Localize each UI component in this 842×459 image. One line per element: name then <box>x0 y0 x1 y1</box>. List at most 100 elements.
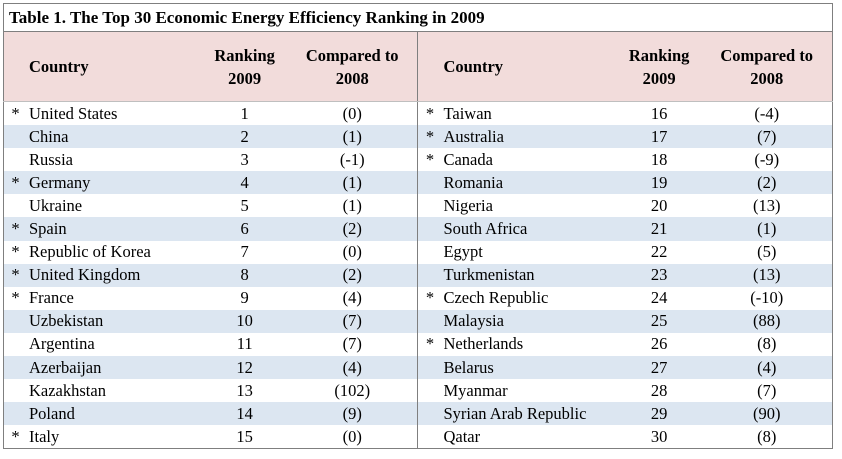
row-compared-right: (5) <box>701 240 834 264</box>
row-marker-right: * <box>417 148 442 172</box>
row-marker-right: * <box>417 125 442 149</box>
row-marker-left: * <box>2 217 27 241</box>
row-compared-left: (9) <box>286 402 418 426</box>
row-compared-right: (4) <box>701 356 834 380</box>
row-compared-right: (8) <box>701 332 834 357</box>
row-marker-left: * <box>2 263 27 287</box>
row-marker-left: * <box>2 286 27 310</box>
table-body: * United States 1 (0) * Taiwan 16 (-4) China 2 (1)… <box>2 101 834 450</box>
row-country-left: Uzbekistan <box>26 309 203 333</box>
row-marker-right: * <box>417 332 442 357</box>
table-caption: Table 1. The Top 30 Economic Energy Effi… <box>3 3 833 31</box>
table-row: Argentina 11 (7) * Netherlands 26 (8) <box>2 332 834 357</box>
row-compared-left: (1) <box>286 171 418 195</box>
row-rank-left: 7 <box>240 242 249 262</box>
row-country-left: Republic of Korea <box>28 242 151 262</box>
row-rank-right: 16 <box>650 103 668 123</box>
table-row: * United Kingdom 8 (2) Turkmenistan 23 (13) <box>2 263 834 287</box>
header-ranking-left-line1: Ranking <box>214 45 275 65</box>
row-rank-left: 9 <box>240 288 249 308</box>
table-row: Kazakhstan 13 (102) Myanmar 28 (7) <box>2 379 834 403</box>
row-rank-right: 26 <box>650 334 668 354</box>
table-header-row: Country Ranking 2009 Compared to 2008 Co… <box>2 31 834 102</box>
header-ranking-right-line1: Ranking <box>628 45 690 65</box>
row-rank-left: 1 <box>240 103 249 123</box>
header-country-right: Country <box>441 31 617 102</box>
row-country-left: Poland <box>26 402 203 426</box>
row-compared-right: (90) <box>701 402 834 426</box>
row-country-left: Russia <box>28 149 73 169</box>
row-marker-right <box>417 217 442 241</box>
row-rank-right: 24 <box>650 288 668 308</box>
row-compared-left: (1) <box>342 195 362 215</box>
row-rank-right: 29 <box>616 402 702 426</box>
row-rank-right: 30 <box>616 425 702 450</box>
row-country-right: Australia <box>441 125 617 149</box>
row-marker-right <box>417 171 442 195</box>
row-marker-right <box>417 263 442 287</box>
row-country-right: Canada <box>443 149 493 169</box>
row-marker-left: * <box>2 171 27 195</box>
row-compared-right: (8) <box>701 425 834 450</box>
row-marker-left <box>2 332 27 357</box>
row-compared-right: (-4) <box>701 101 834 126</box>
row-country-left: Argentina <box>28 334 95 354</box>
row-marker-left: * <box>2 101 27 126</box>
row-country-right: Syrian Arab Republic <box>441 402 617 426</box>
table-row: * Germany 4 (1) Romania 19 (2) <box>2 171 834 195</box>
row-compared-right: (7) <box>701 125 834 149</box>
row-marker-left <box>2 402 27 426</box>
row-rank-right: 28 <box>650 380 668 400</box>
row-rank-left: 8 <box>202 263 287 287</box>
row-country-left: United Kingdom <box>26 263 203 287</box>
row-compared-left: (7) <box>342 334 362 354</box>
row-compared-left: (7) <box>286 309 418 333</box>
row-compared-left: (0) <box>342 103 362 123</box>
row-rank-left: 14 <box>202 402 287 426</box>
row-rank-left: 5 <box>240 195 249 215</box>
row-marker-left <box>2 309 27 333</box>
row-rank-left: 2 <box>202 125 287 149</box>
header-compared-right: Compared to 2008 <box>701 31 834 102</box>
row-country-left: Ukraine <box>28 195 83 215</box>
row-country-left: China <box>26 125 203 149</box>
table-row: * France 9 (4) * Czech Republic 24 (-10) <box>2 286 834 310</box>
row-compared-right: (13) <box>701 194 834 218</box>
row-marker-right <box>417 425 442 450</box>
table-row: Poland 14 (9) Syrian Arab Republic 29 (90) <box>2 402 834 426</box>
header-compared-right-line1: Compared to <box>720 45 814 65</box>
row-compared-left: (4) <box>342 288 362 308</box>
row-compared-right: (1) <box>701 217 834 241</box>
row-rank-right: 25 <box>616 309 702 333</box>
row-rank-left: 6 <box>202 217 287 241</box>
row-marker-right <box>417 402 442 426</box>
row-country-right: Netherlands <box>443 334 524 354</box>
row-compared-right: (-9) <box>701 148 834 172</box>
row-country-left: Spain <box>26 217 203 241</box>
row-country-right: Czech Republic <box>443 288 549 308</box>
row-country-right: Taiwan <box>443 103 492 123</box>
row-rank-left: 4 <box>202 171 287 195</box>
row-compared-right: (2) <box>701 171 834 195</box>
row-compared-left: (0) <box>286 425 418 450</box>
table-row: * Spain 6 (2) South Africa 21 (1) <box>2 217 834 241</box>
row-marker-left: * <box>2 240 27 264</box>
row-country-right: Romania <box>441 171 617 195</box>
row-country-left: Italy <box>26 425 203 450</box>
table-row: * Italy 15 (0) Qatar 30 (8) <box>2 425 834 450</box>
header-compared-left-line1: Compared to <box>305 45 399 65</box>
row-rank-left: 12 <box>202 356 287 380</box>
header-country-left: Country <box>26 31 203 102</box>
row-rank-right: 20 <box>650 195 668 215</box>
header-marker-left <box>2 31 27 102</box>
table-row: * Republic of Korea 7 (0) Egypt 22 (5) <box>2 240 834 264</box>
row-marker-right <box>417 356 442 380</box>
row-marker-right: * <box>417 286 442 310</box>
row-marker-left <box>2 356 27 380</box>
row-rank-right: 27 <box>616 356 702 380</box>
table-row: Russia 3 (-1) * Canada 18 (-9) <box>2 148 834 172</box>
ranking-table: Country Ranking 2009 Compared to 2008 Co… <box>2 31 834 450</box>
row-marker-right <box>417 309 442 333</box>
row-rank-right: 21 <box>616 217 702 241</box>
row-country-left: United States <box>28 103 118 123</box>
